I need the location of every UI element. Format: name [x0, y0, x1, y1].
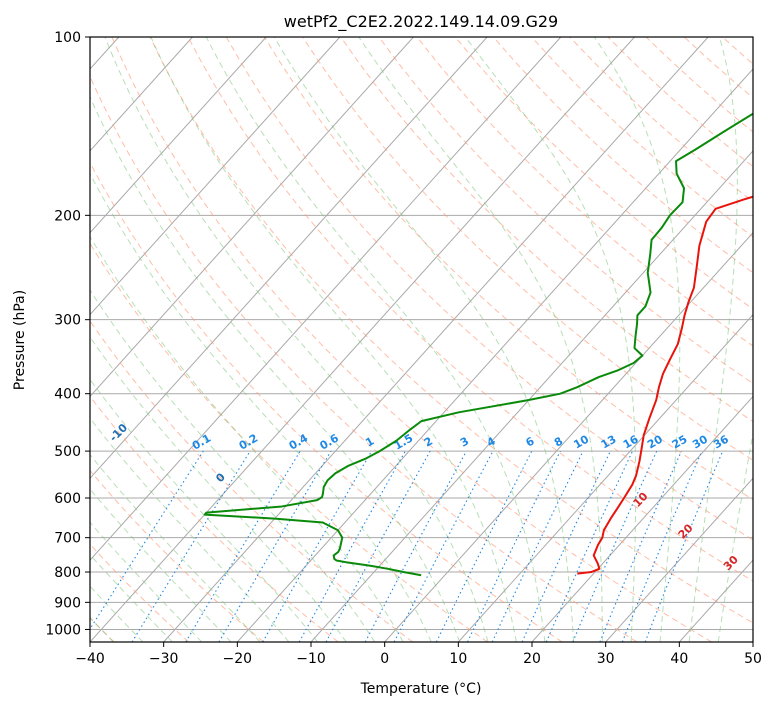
isobar-gridlines: [90, 37, 753, 630]
y-tick-label: 900: [54, 595, 81, 611]
isotherm-line: [457, 313, 753, 642]
mixing-ratio-line: [467, 450, 561, 642]
x-tick-label: −10: [296, 651, 326, 667]
mixing-ratio-line: [131, 450, 251, 642]
dry-adiabat-line: [454, 37, 753, 310]
x-tick-label: 30: [597, 651, 615, 667]
dry-adiabat-line: [90, 242, 488, 642]
dry-adiabat-lines: [90, 37, 753, 642]
isotherm-lines: [90, 37, 753, 642]
moist-adiabat-line: [358, 37, 603, 642]
x-tick-label: 50: [744, 651, 762, 667]
plot-area: 0.10.20.40.611.52346810131620253036-100-…: [90, 37, 753, 642]
moist-adiabat-line: [205, 37, 546, 642]
x-tick-label: −40: [75, 651, 105, 667]
mixing-ratio-line: [325, 450, 431, 642]
y-tick-label: 700: [54, 531, 81, 547]
isotherm-line: [384, 231, 753, 642]
isotherm-line: [310, 150, 753, 642]
mixing-ratio-line: [491, 450, 584, 642]
x-tick-label: 40: [670, 651, 688, 667]
dry-adiabat-line: [416, 37, 753, 347]
moist-adiabat-line: [90, 378, 319, 642]
isotherm-line: [236, 68, 753, 642]
dry-adiabat-line: [90, 161, 563, 642]
moist-adiabat-line: [90, 235, 404, 642]
y-tick-label: 200: [54, 208, 81, 224]
x-axis-ticks: −40 −30 −20 −10 0 10 20 30 40 50: [75, 642, 762, 667]
isotherm-line: [531, 395, 753, 642]
y-tick-label: 600: [54, 491, 81, 507]
y-tick-label: 500: [54, 444, 81, 460]
x-tick-label: 0: [380, 651, 389, 667]
x-axis-title: Temperature (°C): [360, 681, 482, 697]
mixing-ratio-line: [364, 450, 467, 642]
isotherm-line: [90, 37, 193, 152]
y-tick-label: 100: [54, 30, 81, 46]
x-tick-label: 20: [523, 651, 541, 667]
x-tick-label: −20: [223, 651, 253, 667]
moist-adiabat-line: [90, 95, 461, 642]
isotherm-line: [90, 37, 267, 234]
moist-adiabat-line: [688, 37, 738, 642]
y-axis-ticks: 100 200 300 400 500 600 700 800 900 1000: [45, 30, 90, 638]
temperature-profile-line: [577, 195, 753, 575]
y-tick-label: 1000: [45, 622, 81, 638]
moist-adiabat-line: [104, 37, 489, 642]
x-tick-label: −30: [149, 651, 179, 667]
dry-adiabat-line: [149, 37, 753, 624]
mixing-ratio-lines: [90, 450, 724, 642]
y-tick-label: 400: [54, 387, 81, 403]
moist-adiabat-line: [150, 37, 517, 642]
profile-series: [203, 112, 753, 577]
moist-adiabat-line: [90, 172, 432, 642]
moist-adiabat-line: [465, 37, 637, 642]
moist-adiabat-line: [90, 289, 376, 642]
y-tick-label: 300: [54, 313, 81, 329]
moist-adiabat-lines: [90, 37, 753, 642]
isotherm-line: [163, 37, 709, 642]
isotherm-line: [90, 37, 414, 398]
isotherm-line: [605, 477, 753, 642]
mixing-ratio-line: [521, 450, 611, 642]
moist-adiabat-line: [273, 37, 575, 642]
y-axis-title: Pressure (hPa): [12, 290, 28, 390]
chart-title: wetPf2_C2E2.2022.149.14.09.G29: [284, 12, 558, 32]
dry-adiabat-line: [90, 543, 190, 642]
moist-adiabat-line: [90, 417, 290, 642]
dry-adiabat-line: [111, 37, 712, 642]
moist-adiabat-line: [90, 453, 261, 642]
x-tick-label: 10: [449, 651, 467, 667]
isotherm-line: [90, 37, 562, 561]
isotherm-line: [90, 37, 635, 642]
dry-adiabat-line: [90, 395, 339, 642]
isotherm-line: [90, 37, 341, 316]
mixing-ratio-line: [185, 450, 301, 642]
moist-adiabat-line: [90, 336, 347, 642]
mixing-ratio-line: [90, 450, 204, 630]
y-tick-label: 800: [54, 565, 81, 581]
plot-frame: [89, 36, 754, 643]
dry-adiabat-line: [90, 320, 414, 642]
dry-adiabat-line: [90, 469, 264, 642]
moist-adiabat-line: [593, 37, 681, 642]
mixing-ratio-line: [218, 450, 332, 642]
dewpoint-profile-line: [203, 112, 753, 577]
isotherm-line: [90, 37, 488, 480]
moist-adiabat-line: [717, 430, 753, 642]
